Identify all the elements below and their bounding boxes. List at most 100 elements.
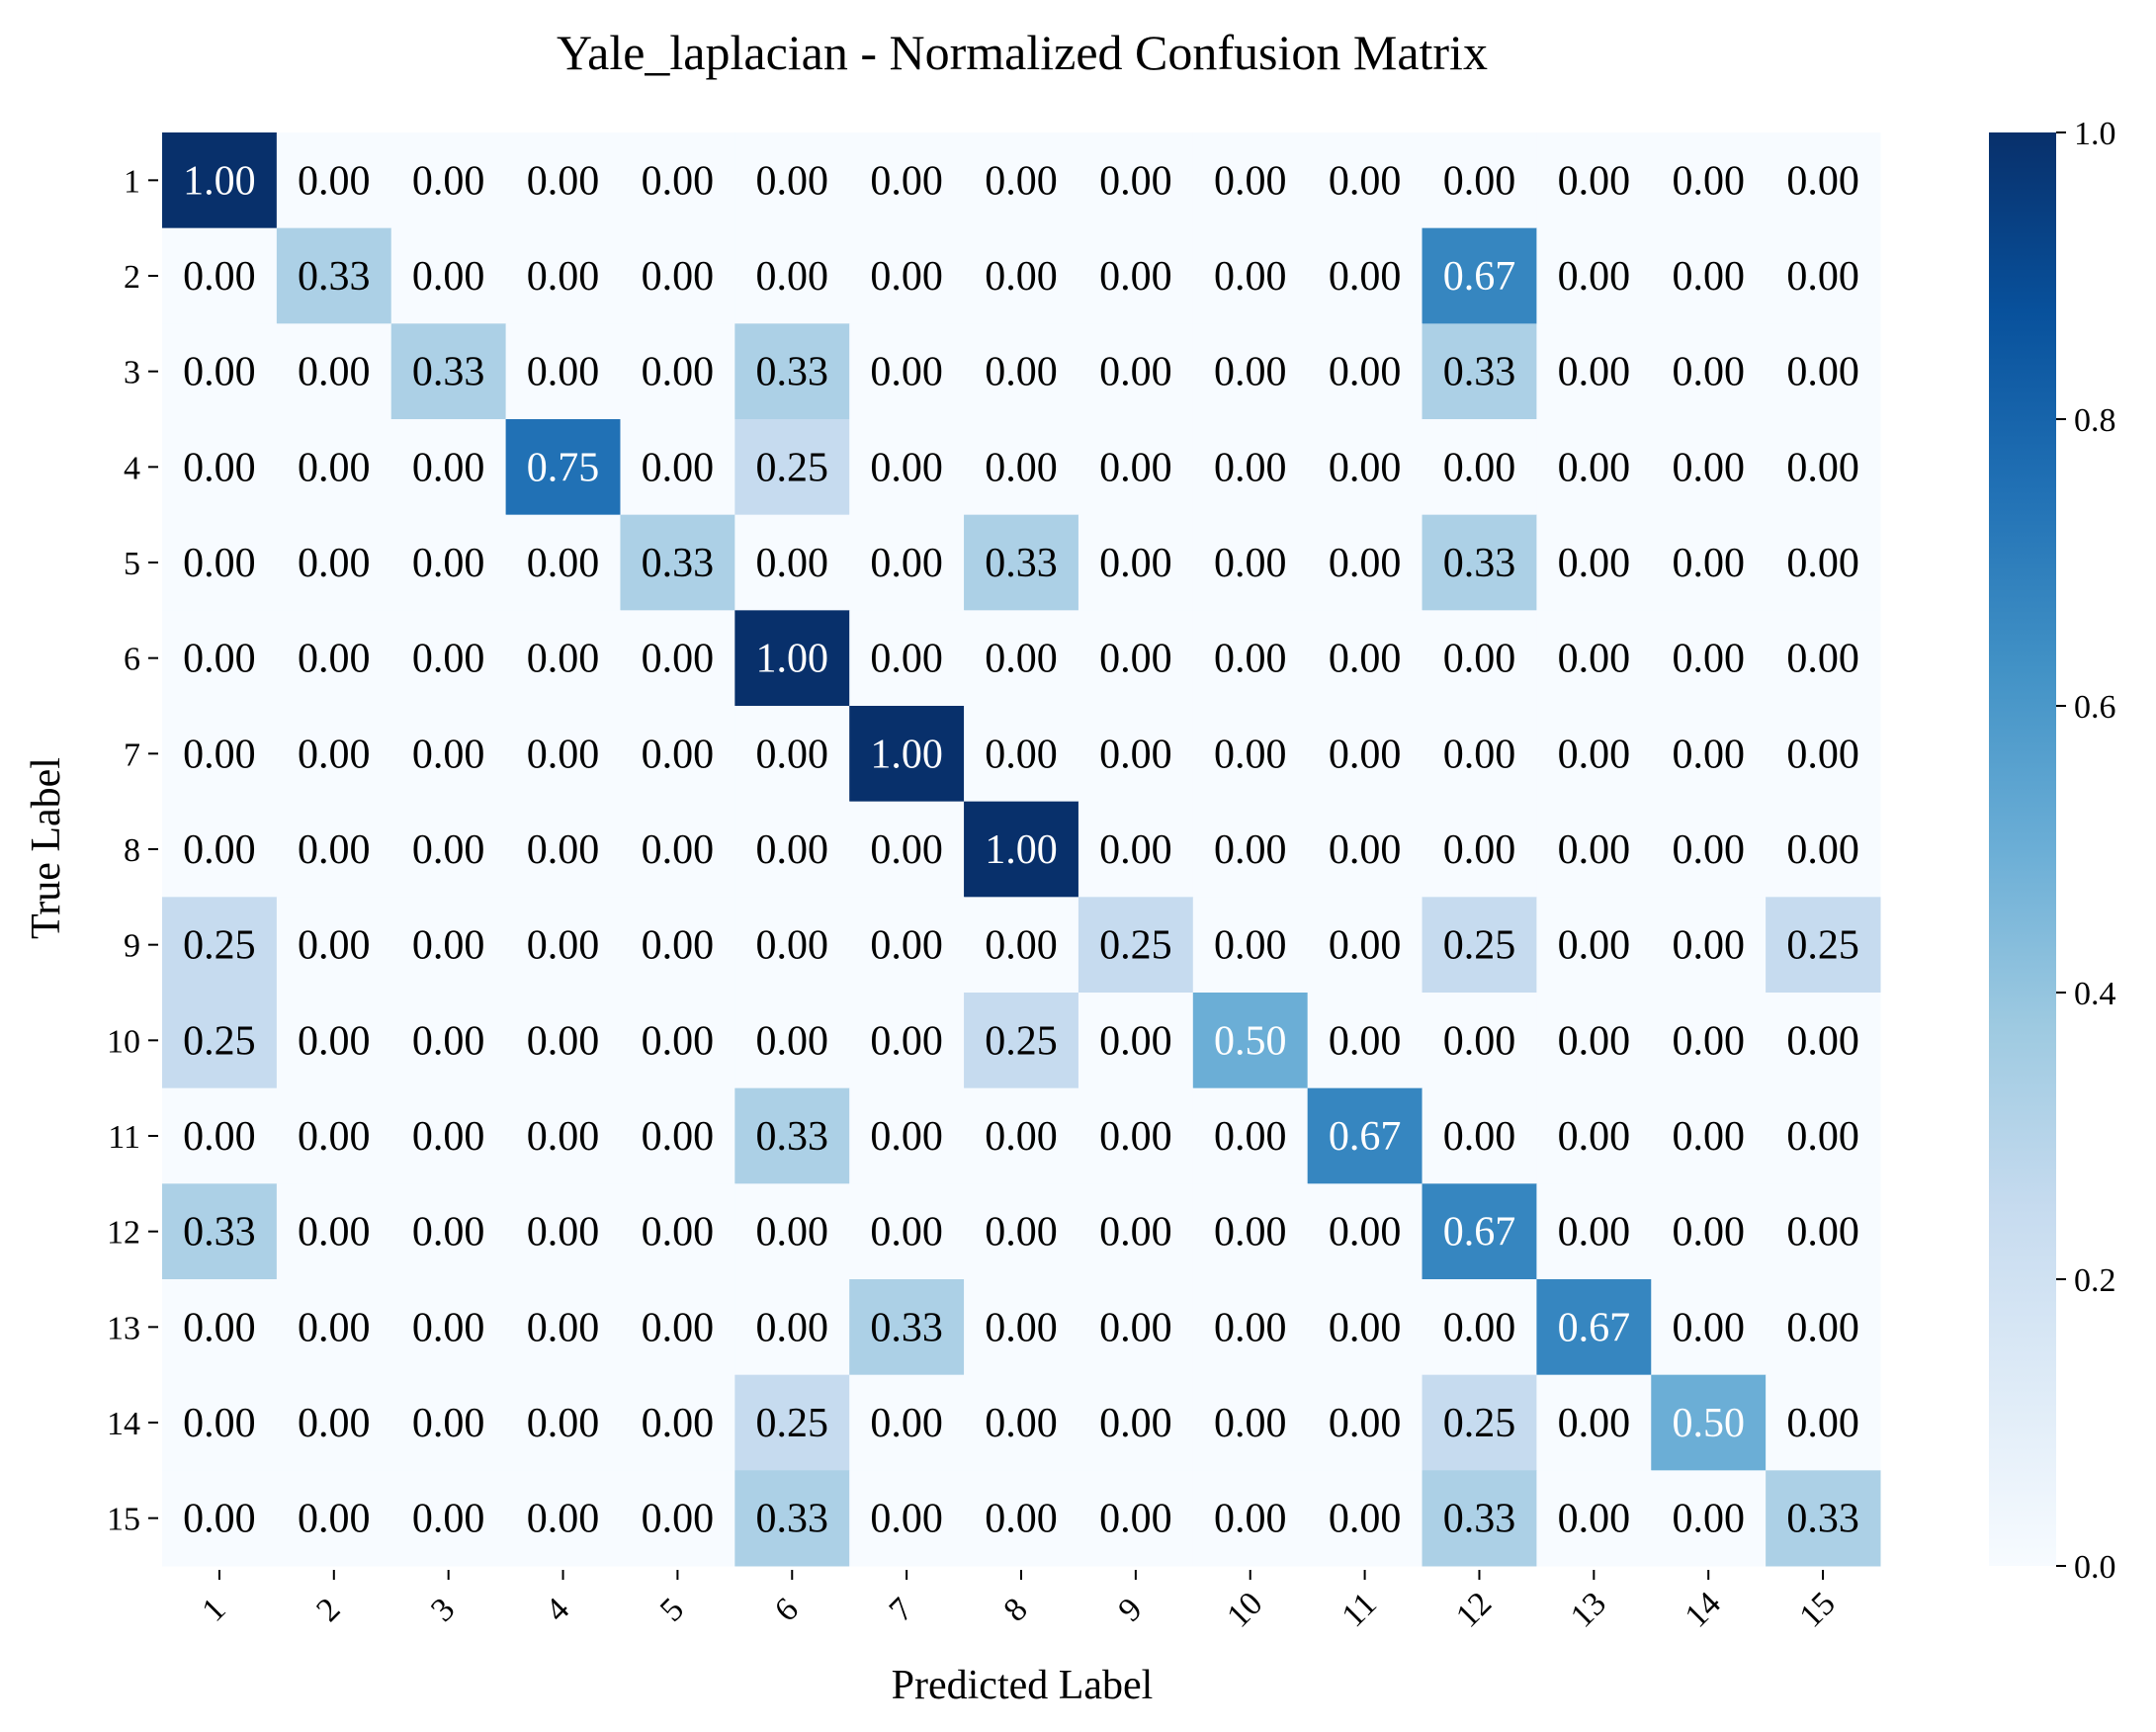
heatmap-cell	[390, 610, 507, 707]
heatmap-cell	[620, 323, 735, 420]
cell-value-label: 0.00	[1558, 827, 1631, 873]
heatmap-cell	[276, 801, 392, 898]
cell-value-label: 0.00	[1329, 350, 1402, 395]
cell-value-label: 0.00	[1558, 445, 1631, 490]
heatmap-cell	[1536, 1087, 1652, 1184]
heatmap-cell	[1422, 419, 1537, 516]
cell-value-label: 0.33	[870, 1305, 943, 1350]
heatmap-cell	[1536, 610, 1652, 707]
heatmap-cell	[849, 1470, 965, 1567]
cell-value-label: 0.00	[527, 923, 600, 969]
heatmap-cell	[1651, 801, 1767, 898]
heatmap-cell	[849, 610, 965, 707]
cell-value-label: 0.00	[527, 1114, 600, 1160]
heatmap-cell	[964, 993, 1079, 1089]
heatmap-cell	[390, 227, 507, 324]
cell-value-label: 0.00	[1329, 1305, 1402, 1350]
cell-value-label: 0.00	[298, 1018, 371, 1064]
y-tick-label: 4	[124, 450, 140, 486]
x-tick-label: 13	[1564, 1585, 1613, 1634]
cell-value-label: 0.00	[1214, 158, 1287, 204]
cell-value-label: 0.00	[298, 637, 371, 682]
heatmap-cell	[1422, 132, 1537, 229]
cell-value-label: 0.00	[1672, 1018, 1745, 1064]
cell-value-label: 0.00	[1558, 1497, 1631, 1542]
heatmap-cell	[1422, 1374, 1537, 1471]
heatmap-cell	[505, 227, 621, 324]
heatmap-cell	[1536, 706, 1652, 803]
cell-value-label: 0.00	[642, 1497, 715, 1542]
y-tick-label: 2	[124, 259, 140, 296]
heatmap-cell	[1192, 706, 1309, 803]
cell-value-label: 0.00	[1099, 254, 1172, 300]
heatmap-cell	[1078, 419, 1194, 516]
heatmap-cell	[734, 1087, 850, 1184]
heatmap-cell	[1192, 132, 1309, 229]
heatmap-cell	[620, 801, 735, 898]
cell-value-label: 0.00	[1214, 254, 1287, 300]
cell-value-label: 0.00	[1672, 923, 1745, 969]
cell-value-label: 0.33	[756, 1497, 829, 1542]
heatmap-cell	[1078, 993, 1194, 1089]
heatmap-cell	[162, 227, 278, 324]
heatmap-cell	[390, 1279, 507, 1376]
cell-value-label: 0.00	[412, 637, 485, 682]
cell-value-label: 0.00	[1786, 1305, 1859, 1350]
cell-value-label: 0.00	[642, 158, 715, 204]
cell-value-label: 0.00	[1672, 158, 1745, 204]
heatmap-cell	[734, 514, 850, 611]
cell-value-label: 0.00	[298, 1114, 371, 1160]
heatmap-cell	[1307, 1279, 1423, 1376]
heatmap-cell	[1536, 514, 1652, 611]
cell-value-label: 0.00	[756, 923, 829, 969]
cell-value-label: 0.00	[1099, 158, 1172, 204]
cell-value-label: 0.33	[1443, 350, 1516, 395]
heatmap-cell	[276, 1279, 392, 1376]
cell-value-label: 0.00	[298, 827, 371, 873]
heatmap-cell	[505, 323, 621, 420]
x-tick-label: 2	[309, 1591, 347, 1628]
heatmap-cell	[849, 993, 965, 1089]
heatmap-cell	[1307, 610, 1423, 707]
heatmap-cell	[964, 1279, 1079, 1376]
y-tick-label: 14	[107, 1406, 140, 1442]
cell-value-label: 0.67	[1443, 1210, 1516, 1256]
y-tick-label: 10	[107, 1023, 140, 1060]
heatmap-cell	[1307, 1183, 1423, 1280]
heatmap-cell	[162, 1183, 278, 1280]
heatmap-cell	[1078, 706, 1194, 803]
heatmap-cell	[390, 1087, 507, 1184]
cell-value-label: 0.00	[412, 1305, 485, 1350]
heatmap-cell	[1766, 1279, 1881, 1376]
heatmap-cell	[734, 419, 850, 516]
cell-value-label: 0.00	[870, 1497, 943, 1542]
cell-value-label: 1.00	[183, 158, 256, 204]
y-tick-label: 5	[124, 546, 140, 582]
heatmap-cell	[276, 1183, 392, 1280]
cell-value-label: 0.50	[1672, 1401, 1745, 1446]
heatmap-cell	[1651, 610, 1767, 707]
heatmap-cell	[620, 1279, 735, 1376]
heatmap-cell	[734, 132, 850, 229]
cell-value-label: 0.00	[1443, 158, 1516, 204]
heatmap-cells: 1.00 0.00 0.00 0.00 0.00 0.00 0.00 0.00 0.00 0.00…	[162, 132, 1881, 1567]
heatmap-cell	[849, 1087, 965, 1184]
heatmap-cell	[276, 1470, 392, 1567]
cell-value-label: 0.25	[183, 923, 256, 969]
heatmap-cell	[734, 1374, 850, 1471]
cell-value-label: 0.00	[298, 445, 371, 490]
cell-value-label: 0.00	[1214, 827, 1287, 873]
cell-value-label: 0.00	[985, 1401, 1058, 1446]
heatmap-cell	[620, 610, 735, 707]
heatmap-cell	[620, 419, 735, 516]
heatmap-cell	[1651, 323, 1767, 420]
cell-value-label: 0.00	[1672, 1497, 1745, 1542]
cell-value-label: 0.00	[870, 923, 943, 969]
cell-value-label: 0.00	[527, 637, 600, 682]
cell-value-label: 0.00	[1214, 350, 1287, 395]
cell-value-label: 0.00	[298, 732, 371, 777]
y-tick-label: 3	[124, 355, 140, 391]
cell-value-label: 0.00	[642, 1210, 715, 1256]
heatmap-cell	[1766, 1470, 1881, 1567]
heatmap-cell	[276, 1374, 392, 1471]
